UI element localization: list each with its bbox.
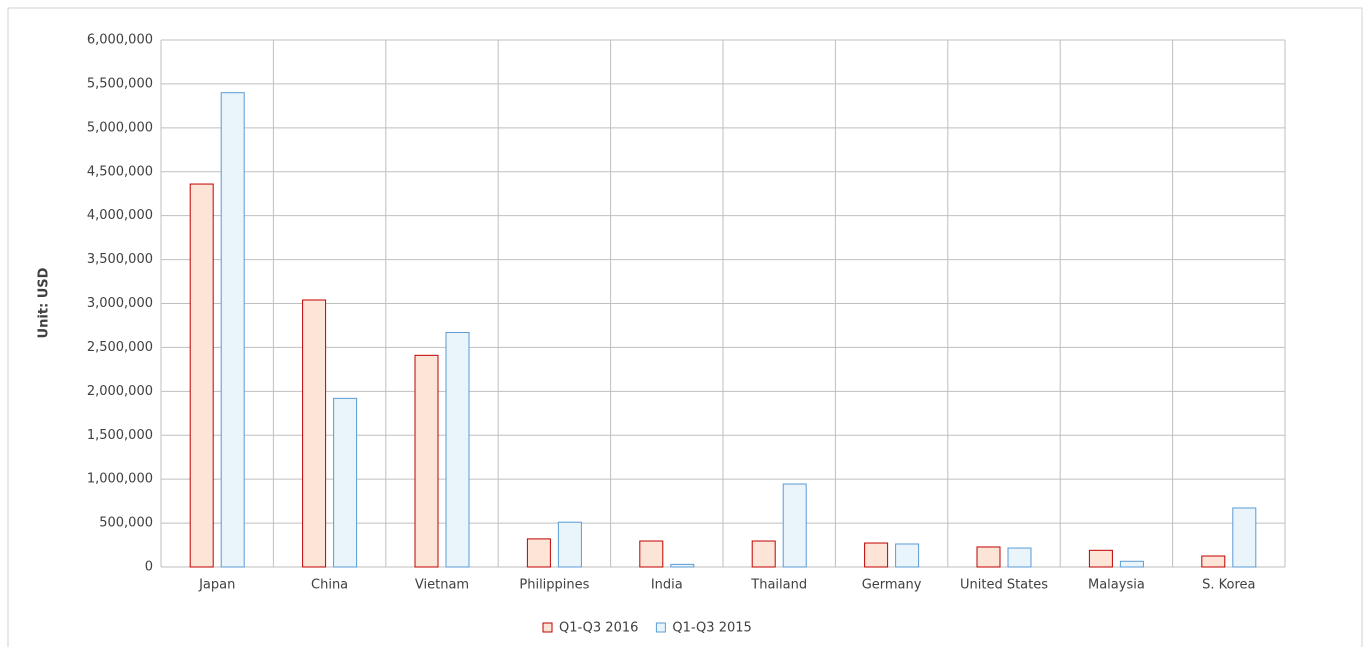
y-tick-label: 1,000,000 xyxy=(87,472,153,487)
bar xyxy=(1007,547,1032,568)
y-tick-label: 4,500,000 xyxy=(87,164,153,179)
y-tick-label: 3,500,000 xyxy=(87,252,153,267)
legend-label: Q1-Q3 2016 xyxy=(559,621,638,636)
x-tick-label: Philippines xyxy=(519,578,589,593)
bar xyxy=(864,542,889,568)
bar xyxy=(751,540,776,568)
bar xyxy=(1088,549,1113,568)
chart-border xyxy=(7,7,1363,647)
bar xyxy=(670,563,695,568)
x-tick-label: Thailand xyxy=(750,578,807,593)
y-axis-label: Unit: USD xyxy=(37,267,52,338)
x-tick-label: India xyxy=(651,578,683,593)
y-tick-label: 2,000,000 xyxy=(87,384,153,399)
y-tick-label: 6,000,000 xyxy=(87,33,153,48)
bar xyxy=(414,354,439,568)
y-tick-label: 0 xyxy=(145,560,153,575)
x-tick-label: Germany xyxy=(862,578,922,593)
bar xyxy=(557,521,582,568)
bar xyxy=(445,331,470,568)
y-tick-label: 4,000,000 xyxy=(87,208,153,223)
y-tick-label: 5,000,000 xyxy=(87,120,153,135)
bar xyxy=(302,299,327,568)
y-tick-label: 5,500,000 xyxy=(87,76,153,91)
bar xyxy=(1201,555,1226,568)
y-tick-label: 500,000 xyxy=(99,516,153,531)
y-tick-label: 2,500,000 xyxy=(87,340,153,355)
x-tick-label: Vietnam xyxy=(415,578,469,593)
y-tick-label: 1,500,000 xyxy=(87,428,153,443)
bar xyxy=(782,483,807,568)
y-tick-label: 3,000,000 xyxy=(87,296,153,311)
bar xyxy=(895,543,920,568)
x-tick-label: United States xyxy=(960,578,1048,593)
bar xyxy=(1232,507,1257,568)
bar xyxy=(220,92,245,568)
legend-label: Q1-Q3 2015 xyxy=(672,621,751,636)
x-tick-label: China xyxy=(311,578,348,593)
bar xyxy=(639,540,664,568)
x-tick-label: Japan xyxy=(198,578,235,593)
legend-swatch xyxy=(542,622,553,633)
bar xyxy=(333,397,358,568)
bar xyxy=(1119,560,1144,568)
legend-swatch xyxy=(655,622,666,633)
bar xyxy=(526,538,551,568)
bar xyxy=(189,183,214,568)
bar xyxy=(976,546,1001,568)
x-tick-label: Malaysia xyxy=(1088,578,1145,593)
x-tick-label: S. Korea xyxy=(1202,578,1255,593)
